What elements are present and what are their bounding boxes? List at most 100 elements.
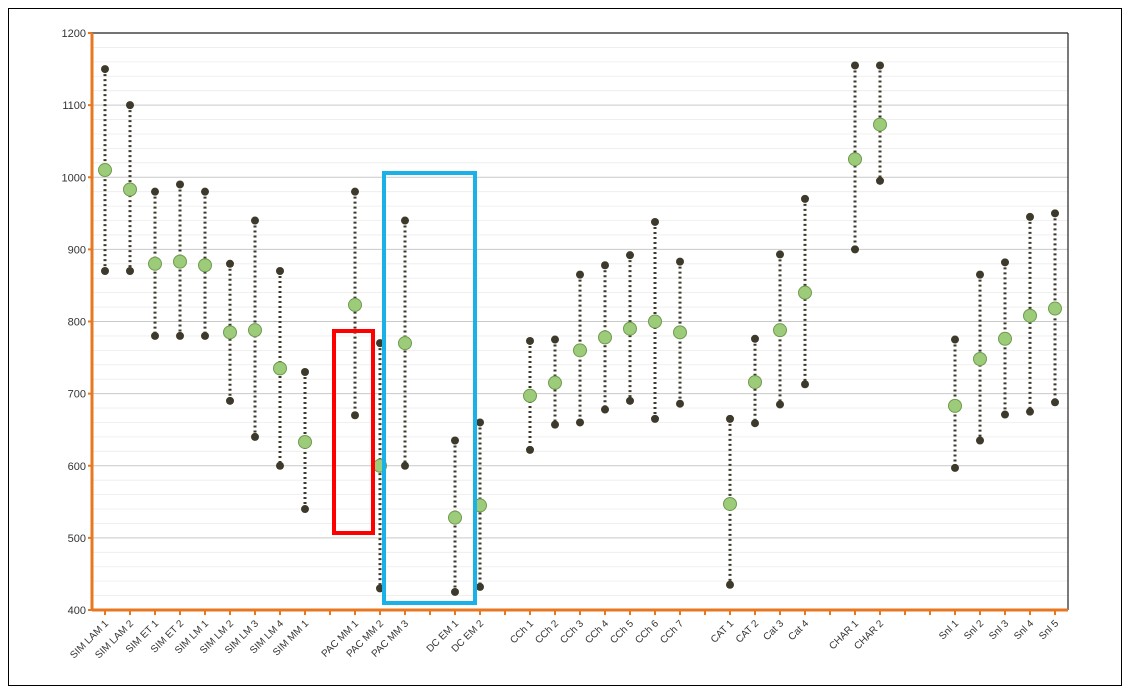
range-item bbox=[448, 436, 462, 596]
min-dot bbox=[551, 420, 559, 429]
range-item bbox=[773, 250, 787, 409]
y-tick-label: 1000 bbox=[62, 172, 86, 184]
mean-dot bbox=[223, 325, 237, 340]
max-dot bbox=[976, 270, 984, 279]
y-tick-label: 700 bbox=[68, 389, 86, 401]
range-item bbox=[798, 194, 812, 389]
min-dot bbox=[226, 396, 234, 405]
mean-dot bbox=[573, 343, 587, 358]
min-dot bbox=[526, 445, 534, 454]
min-dot bbox=[626, 396, 634, 405]
x-tick-label: Cat 3 bbox=[761, 618, 786, 643]
max-dot bbox=[151, 187, 159, 196]
min-dot bbox=[276, 461, 284, 470]
y-tick-label: 500 bbox=[68, 533, 86, 545]
min-dot bbox=[776, 400, 784, 409]
min-dot bbox=[651, 414, 659, 423]
min-dot bbox=[151, 331, 159, 340]
min-dot bbox=[351, 411, 359, 420]
max-dot bbox=[176, 180, 184, 189]
range-item bbox=[648, 217, 662, 423]
x-tick-label: CAT 1 bbox=[709, 618, 736, 645]
range-item bbox=[998, 258, 1012, 419]
max-dot bbox=[301, 367, 309, 376]
mean-dot bbox=[548, 375, 562, 390]
range-item bbox=[273, 267, 287, 470]
mean-dot bbox=[623, 321, 637, 336]
min-dot bbox=[1026, 407, 1034, 416]
mean-dot bbox=[98, 163, 112, 178]
max-dot bbox=[726, 414, 734, 423]
mean-dot bbox=[598, 330, 612, 345]
min-dot bbox=[801, 380, 809, 389]
max-dot bbox=[1026, 212, 1034, 221]
range-item bbox=[1048, 209, 1062, 407]
max-dot bbox=[851, 61, 859, 70]
mean-dot bbox=[848, 152, 862, 167]
y-tick-label: 900 bbox=[68, 244, 86, 256]
min-dot bbox=[676, 399, 684, 408]
range-item bbox=[1023, 212, 1037, 416]
max-dot bbox=[626, 251, 634, 260]
min-dot bbox=[201, 331, 209, 340]
range-item bbox=[298, 367, 312, 514]
range-item bbox=[148, 187, 162, 340]
mean-dot bbox=[198, 258, 212, 273]
min-dot bbox=[876, 176, 884, 185]
ranges bbox=[98, 61, 1062, 596]
min-dot bbox=[951, 463, 959, 472]
x-tick-label: Snl 3 bbox=[987, 618, 1011, 642]
x-tick-label: CCh 4 bbox=[583, 618, 611, 646]
x-tick-label: CCh 6 bbox=[633, 618, 661, 646]
x-tick-label: Snl 1 bbox=[937, 618, 961, 642]
mean-dot bbox=[873, 117, 887, 132]
mean-dot bbox=[148, 256, 162, 271]
max-dot bbox=[1001, 258, 1009, 267]
mean-dot bbox=[1048, 301, 1062, 316]
x-tick-label: Snl 5 bbox=[1037, 618, 1061, 642]
y-tick-label: 1100 bbox=[62, 100, 86, 112]
min-dot bbox=[176, 331, 184, 340]
x-tick-label: CCh 5 bbox=[608, 618, 636, 646]
min-dot bbox=[401, 461, 409, 470]
grid-lines bbox=[92, 32, 1069, 611]
range-item bbox=[973, 270, 987, 445]
max-dot bbox=[276, 267, 284, 276]
min-dot bbox=[601, 405, 609, 414]
min-dot bbox=[251, 432, 259, 441]
min-dot bbox=[1051, 398, 1059, 407]
y-tick-label: 600 bbox=[68, 461, 86, 473]
x-tick-label: Snl 2 bbox=[962, 618, 986, 642]
x-tick-label: CCh 3 bbox=[558, 618, 586, 646]
mean-dot bbox=[648, 314, 662, 329]
min-dot bbox=[751, 419, 759, 428]
max-dot bbox=[401, 216, 409, 225]
mean-dot bbox=[723, 496, 737, 511]
mean-dot bbox=[1023, 308, 1037, 323]
range-item bbox=[248, 216, 262, 441]
highlight-boxes bbox=[332, 171, 477, 605]
min-dot bbox=[476, 582, 484, 591]
max-dot bbox=[601, 261, 609, 270]
mean-dot bbox=[123, 182, 137, 197]
max-dot bbox=[551, 335, 559, 344]
range-item bbox=[673, 257, 687, 408]
y-tick-label: 400 bbox=[68, 605, 86, 617]
range-item bbox=[873, 61, 887, 185]
mean-dot bbox=[348, 297, 362, 312]
x-tick-label: CAT 2 bbox=[734, 618, 761, 645]
min-dot bbox=[101, 267, 109, 276]
max-dot bbox=[676, 257, 684, 266]
min-dot bbox=[576, 418, 584, 427]
max-dot bbox=[1051, 209, 1059, 218]
min-dot bbox=[976, 436, 984, 445]
x-tick-label: CCh 7 bbox=[658, 618, 686, 646]
max-dot bbox=[951, 335, 959, 344]
mean-dot bbox=[248, 323, 262, 338]
range-item bbox=[123, 101, 137, 276]
mean-dot bbox=[448, 510, 462, 525]
mean-dot bbox=[298, 434, 312, 449]
min-dot bbox=[126, 267, 134, 276]
max-dot bbox=[776, 250, 784, 259]
